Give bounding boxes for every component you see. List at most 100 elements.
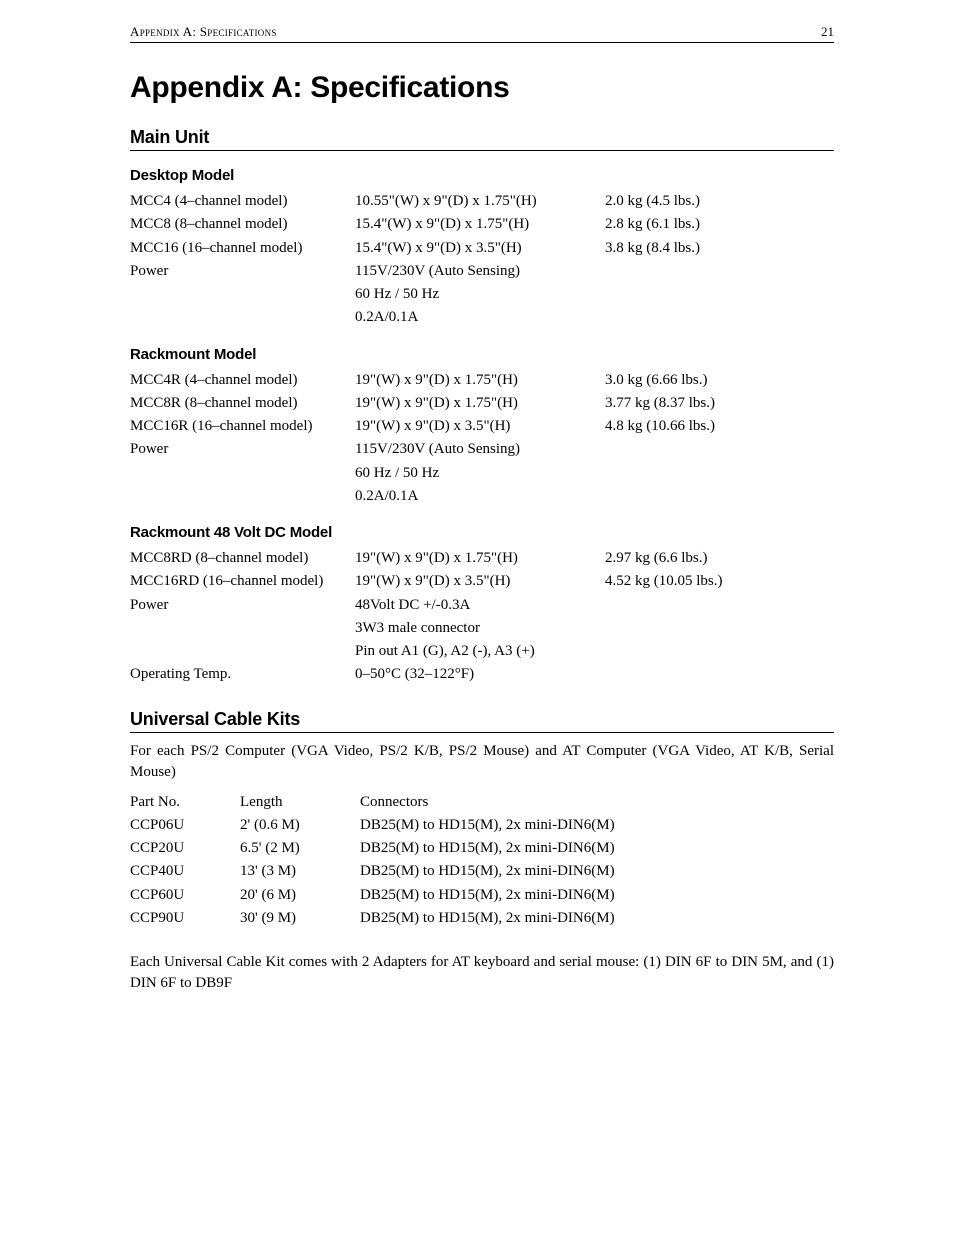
spec-weight: 3.8 kg (8.4 lbs.) bbox=[605, 237, 834, 260]
table-row: CCP20U 6.5' (2 M) DB25(M) to HD15(M), 2x… bbox=[130, 837, 621, 860]
col-header-length: Length bbox=[240, 791, 360, 814]
table-row: MCC16 (16–channel model) 15.4"(W) x 9"(D… bbox=[130, 237, 834, 260]
spec-label: MCC16RD (16–channel model) bbox=[130, 570, 355, 593]
table-row: MCC16R (16–channel model) 19"(W) x 9"(D)… bbox=[130, 415, 834, 438]
spec-empty bbox=[605, 617, 834, 640]
col-header-conn: Connectors bbox=[360, 791, 621, 814]
spec-label: Power bbox=[130, 260, 355, 283]
spec-value: 0.2A/0.1A bbox=[355, 306, 605, 329]
section-rule bbox=[130, 150, 834, 151]
table-row: 60 Hz / 50 Hz bbox=[130, 283, 834, 306]
spec-dims: 15.4"(W) x 9"(D) x 1.75"(H) bbox=[355, 213, 605, 236]
cable-part: CCP06U bbox=[130, 814, 240, 837]
subsection-rackmount-dc: Rackmount 48 Volt DC Model bbox=[130, 524, 834, 541]
spec-value: 115V/230V (Auto Sensing) bbox=[355, 438, 605, 461]
spec-empty bbox=[130, 485, 355, 508]
subsection-desktop: Desktop Model bbox=[130, 167, 834, 184]
page-title: Appendix A: Specifications bbox=[130, 71, 834, 105]
spec-dims: 19"(W) x 9"(D) x 1.75"(H) bbox=[355, 392, 605, 415]
spec-value: 115V/230V (Auto Sensing) bbox=[355, 260, 605, 283]
table-row: Power 115V/230V (Auto Sensing) bbox=[130, 438, 834, 461]
spec-empty bbox=[130, 640, 355, 663]
spec-value: 0.2A/0.1A bbox=[355, 485, 605, 508]
spec-label: Operating Temp. bbox=[130, 663, 355, 686]
table-row: MCC16RD (16–channel model) 19"(W) x 9"(D… bbox=[130, 570, 834, 593]
desktop-table: MCC4 (4–channel model) 10.55"(W) x 9"(D)… bbox=[130, 190, 834, 330]
spec-value: 48Volt DC +/-0.3A bbox=[355, 594, 605, 617]
cable-part: CCP40U bbox=[130, 860, 240, 883]
subsection-rackmount: Rackmount Model bbox=[130, 346, 834, 363]
spec-empty bbox=[605, 485, 834, 508]
section-rule bbox=[130, 732, 834, 733]
spec-label: Power bbox=[130, 438, 355, 461]
spec-empty bbox=[605, 306, 834, 329]
spec-empty bbox=[605, 594, 834, 617]
header-page-number: 21 bbox=[821, 24, 834, 40]
table-row: Pin out A1 (G), A2 (-), A3 (+) bbox=[130, 640, 834, 663]
spec-dims: 10.55"(W) x 9"(D) x 1.75"(H) bbox=[355, 190, 605, 213]
table-row: 60 Hz / 50 Hz bbox=[130, 462, 834, 485]
table-row: MCC4 (4–channel model) 10.55"(W) x 9"(D)… bbox=[130, 190, 834, 213]
spec-dims: 19"(W) x 9"(D) x 1.75"(H) bbox=[355, 547, 605, 570]
spec-value: 0–50°C (32–122°F) bbox=[355, 663, 605, 686]
cables-table: Part No. Length Connectors CCP06U 2' (0.… bbox=[130, 791, 621, 931]
spec-weight: 4.8 kg (10.66 lbs.) bbox=[605, 415, 834, 438]
spec-label: Power bbox=[130, 594, 355, 617]
cable-length: 2' (0.6 M) bbox=[240, 814, 360, 837]
table-row: MCC4R (4–channel model) 19"(W) x 9"(D) x… bbox=[130, 369, 834, 392]
cable-part: CCP60U bbox=[130, 884, 240, 907]
cables-intro: For each PS/2 Computer (VGA Video, PS/2 … bbox=[130, 741, 834, 783]
header-left: Appendix A: Specifications bbox=[130, 24, 277, 40]
spec-empty bbox=[130, 306, 355, 329]
table-row: Power 48Volt DC +/-0.3A bbox=[130, 594, 834, 617]
spec-empty bbox=[605, 462, 834, 485]
spec-empty bbox=[130, 462, 355, 485]
cable-conn: DB25(M) to HD15(M), 2x mini-DIN6(M) bbox=[360, 860, 621, 883]
table-row: CCP06U 2' (0.6 M) DB25(M) to HD15(M), 2x… bbox=[130, 814, 621, 837]
spec-dims: 19"(W) x 9"(D) x 1.75"(H) bbox=[355, 369, 605, 392]
cable-length: 20' (6 M) bbox=[240, 884, 360, 907]
cable-part: CCP90U bbox=[130, 907, 240, 930]
table-row: MCC8R (8–channel model) 19"(W) x 9"(D) x… bbox=[130, 392, 834, 415]
table-row: MCC8 (8–channel model) 15.4"(W) x 9"(D) … bbox=[130, 213, 834, 236]
cable-length: 13' (3 M) bbox=[240, 860, 360, 883]
spec-label: MCC16 (16–channel model) bbox=[130, 237, 355, 260]
table-row: MCC8RD (8–channel model) 19"(W) x 9"(D) … bbox=[130, 547, 834, 570]
table-row: Part No. Length Connectors bbox=[130, 791, 621, 814]
table-row: CCP40U 13' (3 M) DB25(M) to HD15(M), 2x … bbox=[130, 860, 621, 883]
spec-empty bbox=[130, 617, 355, 640]
cable-conn: DB25(M) to HD15(M), 2x mini-DIN6(M) bbox=[360, 884, 621, 907]
spec-weight: 2.97 kg (6.6 lbs.) bbox=[605, 547, 834, 570]
cable-conn: DB25(M) to HD15(M), 2x mini-DIN6(M) bbox=[360, 814, 621, 837]
cable-conn: DB25(M) to HD15(M), 2x mini-DIN6(M) bbox=[360, 907, 621, 930]
spec-weight: 2.0 kg (4.5 lbs.) bbox=[605, 190, 834, 213]
cable-part: CCP20U bbox=[130, 837, 240, 860]
rackmount-dc-table: MCC8RD (8–channel model) 19"(W) x 9"(D) … bbox=[130, 547, 834, 687]
spec-dims: 19"(W) x 9"(D) x 3.5"(H) bbox=[355, 415, 605, 438]
running-header: Appendix A: Specifications 21 bbox=[130, 24, 834, 43]
spec-label: MCC8R (8–channel model) bbox=[130, 392, 355, 415]
page: Appendix A: Specifications 21 Appendix A… bbox=[0, 0, 954, 1062]
section-cable-kits: Universal Cable Kits bbox=[130, 709, 834, 730]
spec-label: MCC8 (8–channel model) bbox=[130, 213, 355, 236]
table-row: Operating Temp. 0–50°C (32–122°F) bbox=[130, 663, 834, 686]
col-header-part: Part No. bbox=[130, 791, 240, 814]
spec-value: 60 Hz / 50 Hz bbox=[355, 462, 605, 485]
spec-value: Pin out A1 (G), A2 (-), A3 (+) bbox=[355, 640, 605, 663]
spec-weight: 3.0 kg (6.66 lbs.) bbox=[605, 369, 834, 392]
spec-empty bbox=[130, 283, 355, 306]
spec-empty bbox=[605, 260, 834, 283]
table-row: 0.2A/0.1A bbox=[130, 485, 834, 508]
spec-label: MCC16R (16–channel model) bbox=[130, 415, 355, 438]
cable-length: 30' (9 M) bbox=[240, 907, 360, 930]
spec-empty bbox=[605, 283, 834, 306]
spec-weight: 3.77 kg (8.37 lbs.) bbox=[605, 392, 834, 415]
cable-conn: DB25(M) to HD15(M), 2x mini-DIN6(M) bbox=[360, 837, 621, 860]
table-row: CCP90U 30' (9 M) DB25(M) to HD15(M), 2x … bbox=[130, 907, 621, 930]
spec-label: MCC8RD (8–channel model) bbox=[130, 547, 355, 570]
cables-note: Each Universal Cable Kit comes with 2 Ad… bbox=[130, 952, 834, 994]
spec-empty bbox=[605, 663, 834, 686]
spec-dims: 19"(W) x 9"(D) x 3.5"(H) bbox=[355, 570, 605, 593]
table-row: Power 115V/230V (Auto Sensing) bbox=[130, 260, 834, 283]
table-row: CCP60U 20' (6 M) DB25(M) to HD15(M), 2x … bbox=[130, 884, 621, 907]
